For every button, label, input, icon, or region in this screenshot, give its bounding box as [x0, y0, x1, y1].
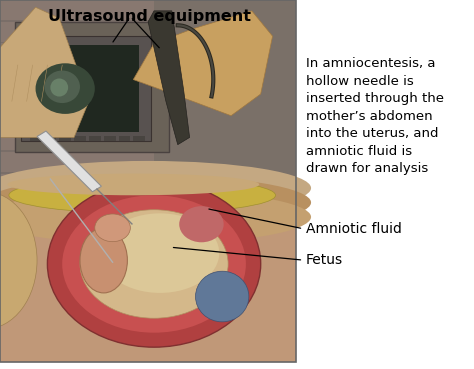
Polygon shape [37, 131, 101, 192]
Ellipse shape [80, 210, 228, 318]
Bar [0, 42, 154, 44]
Bar [154, 0, 296, 188]
Ellipse shape [62, 195, 246, 333]
Text: Fetus: Fetus [306, 253, 343, 267]
Polygon shape [133, 11, 273, 116]
Bar [45, 135, 56, 141]
Ellipse shape [101, 213, 219, 293]
Bar [27, 45, 139, 132]
Bar [0, 151, 154, 152]
Bar [118, 135, 130, 141]
Bar [74, 135, 86, 141]
Polygon shape [148, 11, 190, 145]
Ellipse shape [8, 173, 259, 195]
Bar [0, 107, 154, 108]
Ellipse shape [47, 181, 261, 347]
Bar [15, 22, 169, 152]
Bar [104, 135, 116, 141]
Bar [133, 135, 145, 141]
Bar [0, 172, 154, 173]
Text: Ultrasound equipment: Ultrasound equipment [48, 9, 251, 24]
Bar [59, 135, 71, 141]
Bar [21, 36, 151, 141]
Ellipse shape [0, 161, 311, 215]
Bar [0, 181, 296, 362]
Text: Amniotic fluid: Amniotic fluid [306, 222, 401, 236]
Bar [0, 20, 154, 22]
Bar [0, 0, 296, 188]
Ellipse shape [45, 70, 80, 103]
Ellipse shape [0, 175, 311, 230]
Circle shape [95, 214, 130, 242]
Ellipse shape [9, 177, 275, 213]
Bar [89, 135, 100, 141]
Bar [0, 129, 154, 130]
Ellipse shape [179, 206, 224, 242]
Ellipse shape [0, 192, 37, 329]
Bar [0, 85, 154, 87]
Text: In amniocentesis, a
hollow needle is
inserted through the
mother’s abdomen
into : In amniocentesis, a hollow needle is ins… [306, 57, 444, 175]
Ellipse shape [80, 228, 128, 293]
Bar [29, 135, 41, 141]
Ellipse shape [50, 79, 68, 97]
Ellipse shape [195, 271, 249, 322]
Bar [0, 0, 296, 362]
Ellipse shape [36, 63, 95, 114]
Bar [0, 63, 154, 65]
Polygon shape [0, 7, 89, 137]
Ellipse shape [0, 190, 311, 244]
